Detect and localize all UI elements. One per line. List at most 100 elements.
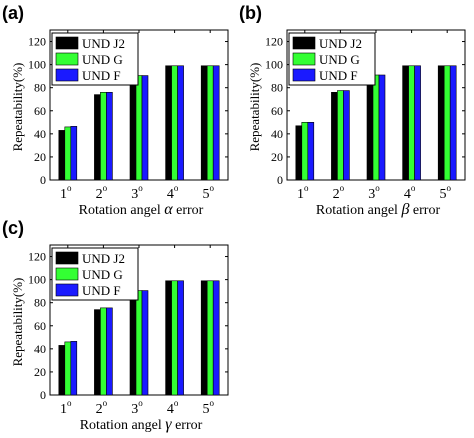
bar-und-j2 — [58, 345, 66, 396]
bar-und-j2 — [331, 92, 338, 181]
bar-und-j2 — [129, 75, 137, 181]
x-tick-label: 1o — [60, 398, 72, 417]
x-tick-label: 1o — [60, 183, 72, 202]
bar-und-f — [141, 290, 149, 396]
bar-und-f — [343, 90, 350, 181]
bar-und-f — [70, 126, 78, 181]
bar-und-f — [307, 122, 315, 181]
y-tick-label: 40 — [34, 342, 46, 356]
bar-und-g — [64, 341, 72, 396]
panel-label: (c) — [2, 218, 24, 238]
bar-und-f — [177, 280, 184, 396]
bar-und-g — [135, 290, 143, 396]
panel-c: (c) 0 20 40 60 80 100 120 Repeatability(%) 1o 2o 3o… — [0, 215, 237, 438]
bar-und-j2 — [295, 125, 303, 181]
bar-und-j2 — [94, 309, 101, 396]
y-tick-label: 100 — [265, 58, 283, 72]
x-tick-label: 2o — [96, 183, 108, 202]
bar-und-f — [449, 65, 457, 181]
bar-und-f — [212, 280, 220, 396]
x-tick-label: 3o — [368, 183, 380, 202]
y-tick-label: 0 — [40, 173, 46, 187]
x-axis-label: Rotation angel γ error — [80, 416, 203, 433]
bar-und-g — [64, 126, 72, 181]
bar-und-g — [408, 65, 415, 181]
legend-swatch — [55, 52, 79, 66]
bar-und-g — [301, 122, 309, 181]
bar-und-j2 — [94, 94, 101, 181]
y-tick-label: 80 — [34, 81, 46, 95]
y-axis-label: Repeatability(%) — [247, 63, 262, 152]
panel-label: (a) — [2, 3, 24, 23]
bar-und-g — [206, 65, 214, 181]
bar-und-g — [135, 75, 143, 181]
legend-swatch — [55, 283, 79, 297]
bar-und-g — [171, 280, 178, 396]
legend-entry: UND G — [319, 52, 360, 67]
bar-und-f — [177, 65, 184, 181]
y-tick-label: 0 — [277, 173, 283, 187]
bar-und-j2 — [200, 65, 208, 181]
bar-und-g — [100, 307, 107, 396]
bar-und-j2 — [366, 75, 374, 181]
legend-entry: UND J2 — [319, 36, 362, 51]
y-tick-label: 100 — [28, 58, 46, 72]
y-axis-label: Repeatability(%) — [10, 63, 25, 152]
panel-b: (b) 0 20 40 60 80 100 120 Repeatability(%) 1o 2o 3o… — [237, 0, 474, 223]
bar-und-j2 — [200, 280, 208, 396]
y-tick-label: 60 — [271, 104, 283, 118]
y-tick-label: 20 — [34, 365, 46, 379]
bar-und-g — [337, 90, 344, 181]
y-tick-label: 120 — [28, 35, 46, 49]
bar-und-f — [141, 75, 149, 181]
bar-und-j2 — [402, 65, 409, 181]
legend-swatch — [292, 52, 316, 66]
y-tick-label: 80 — [271, 81, 283, 95]
legend-entry: UND F — [82, 68, 121, 83]
legend-entry: UND J2 — [82, 36, 125, 51]
bar-und-f — [70, 341, 78, 396]
y-axis-label: Repeatability(%) — [10, 278, 25, 367]
bar-und-g — [206, 280, 214, 396]
bar-und-f — [378, 74, 386, 181]
panel-a: (a) 0 20 40 60 80 100 120 Repeatability(%) 1o 2o 3o… — [0, 0, 237, 223]
legend-swatch — [292, 36, 316, 50]
y-tick-label: 20 — [271, 150, 283, 164]
x-axis-label: Rotation angel α error — [79, 201, 204, 218]
x-tick-label: 3o — [131, 183, 143, 202]
bar-und-f — [106, 92, 113, 181]
bar-und-g — [171, 65, 178, 181]
x-tick-label: 2o — [96, 398, 108, 417]
legend-entry: UND G — [82, 267, 123, 282]
y-tick-label: 80 — [34, 296, 46, 310]
y-tick-label: 20 — [34, 150, 46, 164]
x-tick-label: 3o — [131, 398, 143, 417]
y-tick-label: 0 — [40, 388, 46, 402]
legend-swatch — [292, 68, 316, 82]
y-tick-label: 100 — [28, 273, 46, 287]
bar-und-j2 — [165, 65, 172, 181]
bar-und-j2 — [58, 130, 66, 181]
bar-und-j2 — [129, 290, 137, 396]
bar-und-g — [372, 74, 380, 181]
x-axis-label: Rotation angel β error — [316, 201, 441, 218]
legend-entry: UND F — [319, 68, 358, 83]
y-tick-label: 60 — [34, 104, 46, 118]
legend-entry: UND F — [82, 283, 121, 298]
x-tick-label: 4o — [167, 183, 179, 202]
y-tick-label: 40 — [34, 127, 46, 141]
bar-und-g — [100, 92, 107, 181]
y-tick-label: 120 — [28, 250, 46, 264]
x-tick-label: 4o — [167, 398, 179, 417]
legend-swatch — [55, 267, 79, 281]
bar-und-j2 — [437, 65, 445, 181]
y-tick-label: 40 — [271, 127, 283, 141]
bar-und-j2 — [165, 280, 172, 396]
y-tick-label: 120 — [265, 35, 283, 49]
legend-entry: UND G — [82, 52, 123, 67]
bar-und-f — [212, 65, 220, 181]
